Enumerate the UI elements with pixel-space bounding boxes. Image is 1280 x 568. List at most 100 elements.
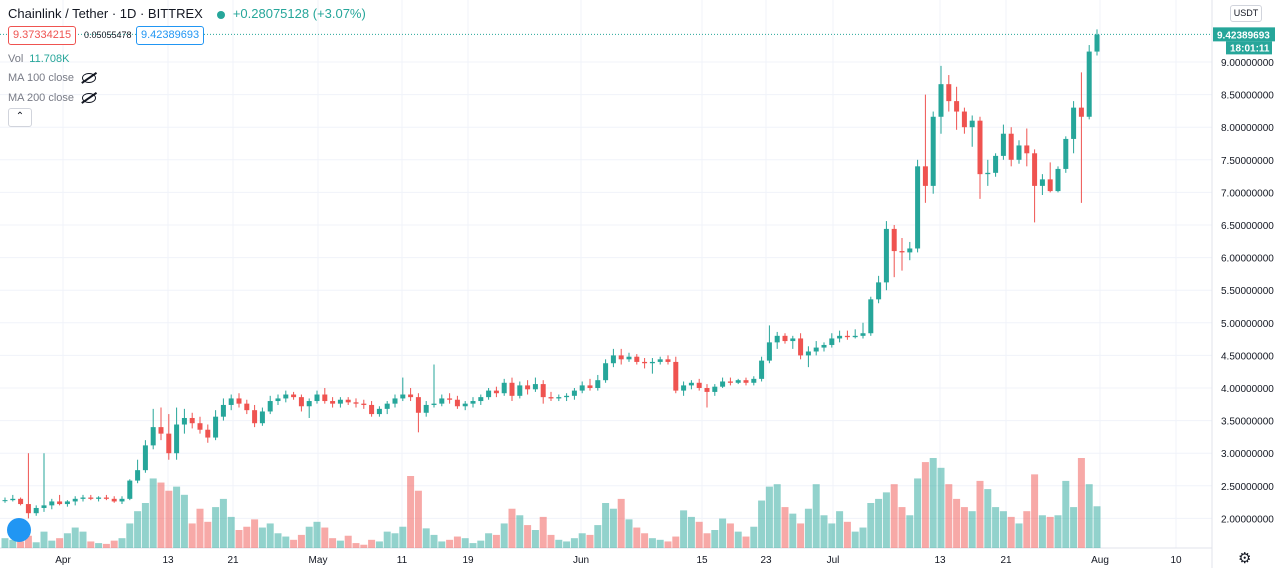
candle-body [579,385,585,391]
candle-body [205,429,211,438]
candle-body [571,390,577,396]
y-tick-label: 8.50000000 [1221,91,1274,102]
candle-body [408,394,414,398]
volume-bar [243,526,251,548]
candle-body [681,385,687,391]
candle-body [642,361,648,364]
volume-bar [1023,511,1031,548]
price-change: +0.28075128 (+3.07%) [232,6,366,21]
volume-bar [32,542,40,548]
volume-bar [336,540,344,548]
y-tick-label: 2.00000000 [1221,514,1274,525]
candle-body [283,394,289,399]
candle-body [517,385,523,396]
candle-body [306,401,312,407]
candle-body [236,398,242,404]
x-tick-label: 21 [227,555,239,566]
volume-bar [219,498,227,548]
candle-body [782,335,788,342]
x-tick-label: Jun [573,555,589,566]
volume-bar [999,511,1007,548]
candle-body [821,344,827,348]
volume-bar [960,507,968,548]
candle-body [384,403,390,409]
candle-body [392,398,398,404]
countdown-label-bg [1226,41,1272,55]
volume-bar [360,544,368,548]
candle-body [930,116,936,186]
volume-bar [204,521,212,548]
candle-body [314,394,320,402]
candle-body [322,394,328,402]
candle-body [696,382,702,388]
volume-bar [492,534,500,548]
volume-bar [414,490,422,548]
candle-body [415,397,421,413]
volume-bar [680,510,688,548]
volume-bar [1015,523,1023,548]
candle-body [922,166,928,186]
volume-bar [321,527,329,548]
ask-price-button[interactable]: 9.42389693 [136,26,205,45]
volume-bar [71,527,79,548]
volume-bar [227,516,235,548]
candle-body [431,403,437,405]
candle-body [774,335,780,343]
volume-bar [656,539,664,548]
candle-body [805,351,811,356]
tradingview-logo-icon[interactable] [7,518,31,542]
candle-body [610,355,616,364]
volume-bar [1007,516,1015,548]
candle-body [400,394,406,399]
volume-bar [953,498,961,548]
volume-bar [352,543,360,548]
hidden-eye-icon[interactable] [82,93,97,104]
volume-label: Vol [8,53,24,65]
volume-bar [531,530,539,548]
volume-bar [87,541,95,548]
volume-bar [438,541,446,548]
bid-price-button[interactable]: 9.37334215 [8,26,77,45]
candle-body [345,399,351,403]
spread-value: 0.05055478 [84,30,132,40]
candle-body [603,363,609,381]
y-tick-label: 6.50000000 [1221,221,1274,232]
candle-body [852,335,858,338]
last-price-label-bg [1213,27,1275,42]
y-tick-label: 8.00000000 [1221,123,1274,134]
volume-bar [843,521,851,548]
candle-body [150,427,156,446]
candle-body [1094,34,1100,52]
candle-body [657,359,663,362]
y-tick-label: 5.00000000 [1221,319,1274,330]
volume-bar [274,533,282,548]
volume-bar [79,531,87,548]
ma200-legend[interactable]: MA 200 close [8,92,97,104]
collapse-legend-button[interactable]: ⌃ [8,108,32,127]
candle-body [1008,133,1014,160]
settings-gear-icon[interactable]: ⚙ [1238,550,1252,567]
candle-body [2,500,8,502]
candle-body [790,338,796,342]
volume-bar [485,533,493,548]
volume-legend[interactable]: Vol 11.708K [8,53,69,65]
volume-bar [188,523,196,548]
candle-body [49,501,55,506]
y-tick-label: 7.00000000 [1221,188,1274,199]
candle-body [244,403,250,411]
candle-body [166,433,172,454]
hidden-eye-icon[interactable] [82,73,97,84]
candle-body [493,390,499,394]
y-tick-label: 5.50000000 [1221,286,1274,297]
symbol-title[interactable]: Chainlink / Tether · 1D · BITTREX [8,6,203,21]
volume-bar [1085,484,1093,548]
volume-bar [134,511,142,548]
currency-button[interactable]: USDT [1230,5,1262,22]
volume-bar [734,531,742,548]
ma100-legend[interactable]: MA 100 close [8,72,97,84]
candle-body [759,360,765,379]
candle-body [868,299,874,334]
y-tick-label: 2.50000000 [1221,482,1274,493]
volume-bar [40,531,48,548]
